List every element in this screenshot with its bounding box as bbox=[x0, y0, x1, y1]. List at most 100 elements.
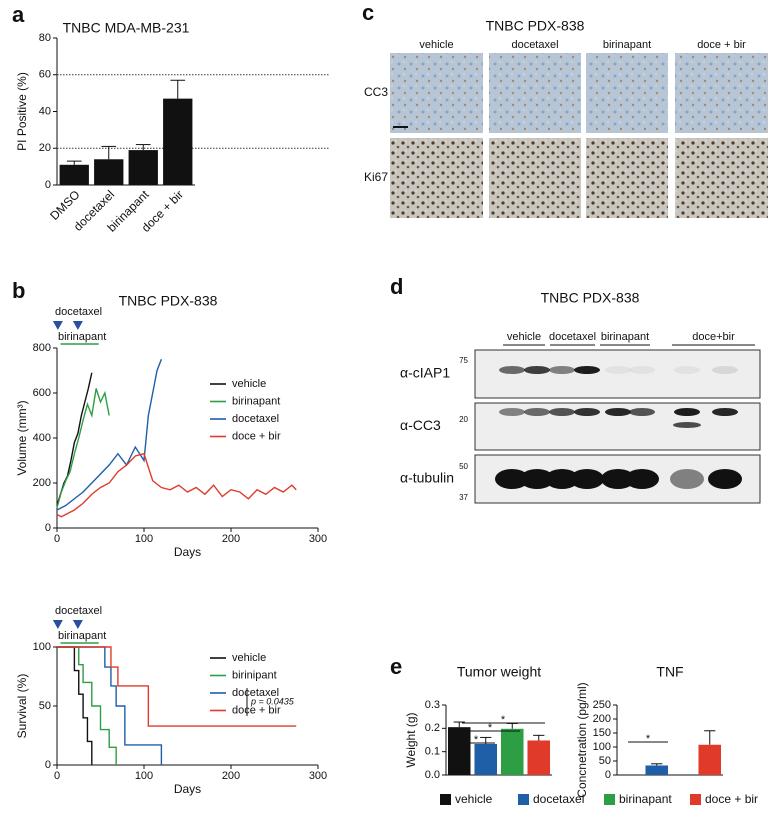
x-tick-label: 100 bbox=[135, 533, 153, 545]
bar bbox=[698, 744, 722, 775]
x-tick-label: 0 bbox=[54, 533, 60, 545]
chart-title: Tumor weight bbox=[457, 664, 541, 680]
blot-band bbox=[499, 366, 525, 374]
dose-marker bbox=[72, 620, 83, 629]
blot-band bbox=[673, 422, 701, 428]
legend-label: doce + bir bbox=[232, 704, 281, 716]
series-line bbox=[56, 372, 93, 506]
mw-marker: 75 bbox=[459, 356, 468, 365]
micrograph bbox=[390, 138, 483, 218]
x-axis-label: Days bbox=[174, 545, 201, 559]
legend-swatch bbox=[440, 794, 451, 805]
legend-label: vehicle bbox=[232, 652, 266, 664]
row-label: CC3 bbox=[364, 85, 388, 99]
blot-band bbox=[574, 408, 600, 416]
significance-star: * bbox=[646, 733, 651, 745]
bar bbox=[645, 765, 669, 775]
legend-label: vehicle bbox=[232, 378, 266, 390]
significance-star: * bbox=[474, 734, 479, 746]
annotation: docetaxel bbox=[55, 306, 102, 318]
legend-swatch bbox=[518, 794, 529, 805]
blot-band bbox=[549, 366, 575, 374]
y-tick-label: 20 bbox=[39, 142, 51, 154]
p-value: p = 0.0435 bbox=[250, 696, 295, 706]
series-line bbox=[56, 358, 163, 511]
x-tick-label: 0 bbox=[54, 770, 60, 782]
blot bbox=[474, 349, 761, 399]
blot-band bbox=[605, 366, 631, 374]
bar bbox=[500, 728, 524, 775]
legend-label: doce + bir bbox=[232, 430, 281, 442]
blot-band bbox=[524, 366, 550, 374]
bar bbox=[163, 98, 193, 185]
blot-band bbox=[629, 408, 655, 416]
micrograph bbox=[489, 138, 581, 218]
y-tick-label: 0.1 bbox=[425, 746, 440, 758]
group-label: docetaxel bbox=[549, 331, 596, 343]
legend-label: docetaxel bbox=[232, 413, 279, 425]
y-tick-label: 50 bbox=[39, 700, 51, 712]
legend-label: vehicle bbox=[455, 792, 493, 806]
group-label: birinapant bbox=[601, 331, 649, 343]
column-label: docetaxel bbox=[511, 39, 558, 51]
y-tick-label: 60 bbox=[39, 69, 51, 81]
y-axis-label: Weight (g) bbox=[404, 712, 418, 767]
dose-marker bbox=[52, 620, 63, 629]
blot-band bbox=[629, 366, 655, 374]
blot-band bbox=[549, 408, 575, 416]
y-tick-label: 50 bbox=[599, 755, 611, 767]
blot-band bbox=[712, 408, 738, 416]
series-line bbox=[57, 646, 163, 765]
column-label: vehicle bbox=[419, 39, 453, 51]
y-axis-label: Survival (%) bbox=[15, 674, 29, 739]
chart-title: TNBC MDA-MB-231 bbox=[63, 20, 190, 36]
annotation: docetaxel bbox=[55, 605, 102, 617]
bar bbox=[94, 159, 124, 185]
blot-band bbox=[625, 469, 659, 489]
significance-star: * bbox=[501, 714, 506, 726]
blot-band bbox=[601, 469, 635, 489]
mw-marker: 37 bbox=[459, 493, 468, 502]
y-axis-label: Concnetration (pg/ml) bbox=[575, 682, 589, 797]
y-tick-label: 250 bbox=[593, 699, 611, 711]
blot-band bbox=[605, 408, 631, 416]
blot-band bbox=[499, 408, 525, 416]
chart-title: TNBC PDX-838 bbox=[119, 293, 218, 309]
mw-marker: 50 bbox=[459, 462, 468, 471]
x-tick-label: 300 bbox=[309, 533, 327, 545]
legend-label: doce + bir bbox=[705, 792, 758, 806]
legend-swatch bbox=[604, 794, 615, 805]
panel-title: TNBC PDX-838 bbox=[541, 290, 640, 306]
legend-swatch bbox=[690, 794, 701, 805]
y-axis-label: Volume (mm³) bbox=[15, 400, 29, 475]
mw-marker: 20 bbox=[459, 415, 468, 424]
micrograph bbox=[489, 53, 581, 133]
legend-label: docetaxel bbox=[533, 792, 584, 806]
annotation: birinapant bbox=[58, 630, 106, 642]
y-tick-label: 600 bbox=[33, 387, 51, 399]
micrograph bbox=[390, 53, 483, 133]
row-label: Ki67 bbox=[364, 170, 388, 184]
dose-marker bbox=[72, 321, 83, 330]
panel-letter: c bbox=[362, 0, 374, 25]
blot-band bbox=[712, 366, 738, 374]
antibody-label: α-tubulin bbox=[400, 470, 454, 486]
legend-label: birinapant bbox=[232, 395, 280, 407]
blot-band bbox=[524, 408, 550, 416]
y-tick-label: 0 bbox=[605, 769, 611, 781]
y-tick-label: 200 bbox=[593, 713, 611, 725]
legend-label: birinapant bbox=[619, 792, 672, 806]
blot-band bbox=[708, 469, 742, 489]
legend-label: docetaxel bbox=[232, 687, 279, 699]
x-tick-label: 200 bbox=[222, 770, 240, 782]
group-label: vehicle bbox=[507, 331, 541, 343]
group-label: doce+bir bbox=[692, 331, 735, 343]
blot-band bbox=[495, 469, 529, 489]
y-tick-label: 150 bbox=[593, 727, 611, 739]
dose-marker bbox=[52, 321, 63, 330]
x-axis-label: Days bbox=[174, 782, 201, 796]
y-tick-label: 80 bbox=[39, 32, 51, 44]
y-tick-label: 0 bbox=[45, 522, 51, 534]
series-line bbox=[56, 452, 297, 518]
